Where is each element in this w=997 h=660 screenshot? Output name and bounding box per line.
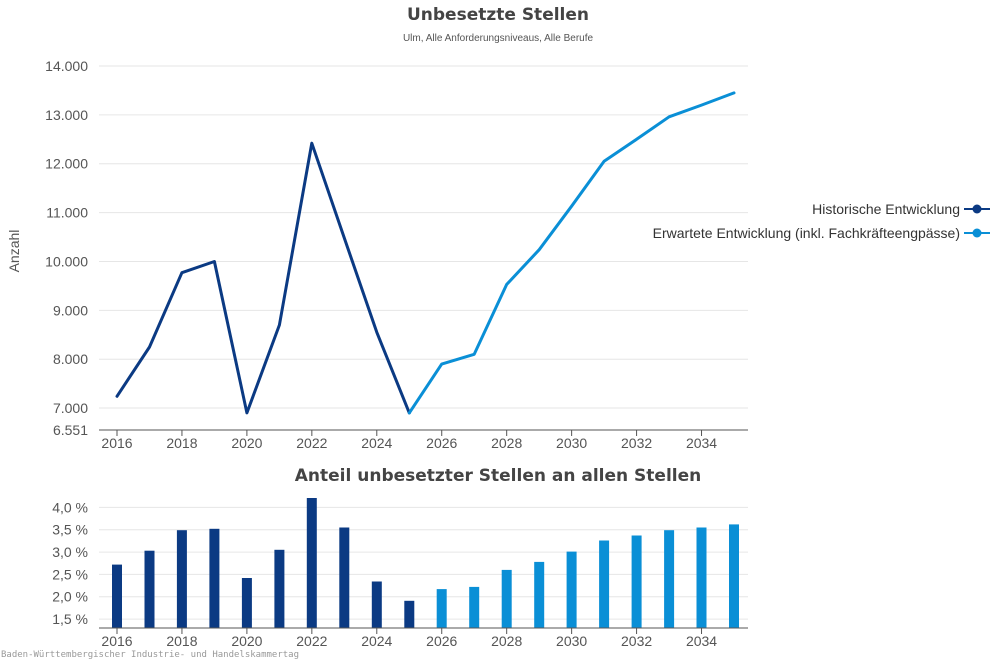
bar-historical — [274, 549, 285, 628]
bar-historical — [404, 600, 415, 628]
bar-historical — [209, 528, 220, 628]
legend-item-historical[interactable]: Historische Entwicklung — [812, 201, 990, 217]
bar-historical — [306, 498, 317, 628]
bar-x-tick-label: 2016 — [101, 633, 132, 649]
bar-historical — [339, 527, 350, 628]
legend-label-expected: Erwartete Entwicklung (inkl. Fachkräftee… — [653, 225, 960, 241]
line-chart-title: Unbesetzte Stellen — [407, 5, 589, 25]
bar-y-tick-label: 3,0 % — [52, 544, 88, 560]
bar-expected — [469, 586, 480, 628]
bar-chart-bars — [112, 498, 739, 628]
bar-historical — [371, 581, 382, 628]
bar-chart-y-ticks: 1,5 % 2,0 % 2,5 % 3,0 % 3,5 % 4,0 % — [52, 499, 88, 627]
bar-y-tick-label: 2,0 % — [52, 589, 88, 605]
bar-expected — [566, 551, 577, 628]
bar-x-tick-label: 2022 — [296, 633, 327, 649]
bar-historical — [241, 578, 252, 628]
bar-expected — [501, 569, 512, 628]
bar-expected — [696, 527, 707, 628]
bar-y-tick-label: 1,5 % — [52, 611, 88, 627]
line-series-expected — [407, 91, 736, 415]
line-x-tick-label: 2024 — [361, 435, 392, 451]
line-x-tick-label: 2020 — [231, 435, 262, 451]
bar-x-tick-label: 2032 — [621, 633, 652, 649]
line-chart-subtitle: Ulm, Alle Anforderungsniveaus, Alle Beru… — [403, 33, 594, 44]
bar-chart-title: Anteil unbesetzter Stellen an allen Stel… — [295, 466, 701, 486]
line-x-tick-label: 2018 — [166, 435, 197, 451]
line-chart-series — [115, 91, 736, 415]
line-y-tick-label: 11.000 — [46, 205, 88, 221]
bar-expected — [729, 524, 739, 628]
bar-x-tick-label: 2024 — [361, 633, 392, 649]
line-y-tick-label: 10.000 — [45, 253, 88, 269]
line-y-tick-label: 7.000 — [53, 400, 88, 416]
bar-y-tick-label: 3,5 % — [52, 522, 88, 538]
line-x-tick-label: 2032 — [621, 435, 652, 451]
legend-label-historical: Historische Entwicklung — [812, 201, 960, 217]
line-series-historical — [115, 141, 411, 415]
line-y-tick-label: 8.000 — [53, 351, 88, 367]
bar-y-tick-label: 2,5 % — [52, 566, 88, 582]
bar-expected — [631, 535, 642, 628]
legend-item-expected[interactable]: Erwartete Entwicklung (inkl. Fachkräftee… — [653, 225, 990, 241]
bar-x-tick-label: 2034 — [686, 633, 717, 649]
line-y-tick-label: 6.551 — [53, 422, 88, 438]
credit-text: Baden-Württembergischer Industrie- und H… — [1, 650, 299, 660]
line-y-tick-label: 14.000 — [45, 58, 88, 74]
line-chart-y-axis-title: Anzahl — [6, 230, 22, 273]
bar-y-tick-label: 4,0 % — [52, 499, 88, 515]
bar-x-tick-label: 2026 — [426, 633, 457, 649]
bar-x-tick-label: 2020 — [231, 633, 262, 649]
bar-expected — [534, 561, 545, 628]
legend-marker-historical — [972, 204, 982, 214]
bar-x-tick-label: 2028 — [491, 633, 522, 649]
bar-x-tick-label: 2030 — [556, 633, 587, 649]
bar-x-tick-label: 2018 — [166, 633, 197, 649]
bar-expected — [664, 530, 675, 628]
bar-chart-x-ticks: 2016 2018 2020 2022 2024 2026 2028 2030 2032 2034 — [101, 628, 717, 649]
line-chart-gridlines — [99, 65, 748, 409]
line-x-tick-label: 2022 — [296, 435, 327, 451]
line-x-tick-label: 2028 — [491, 435, 522, 451]
legend-marker-expected — [972, 228, 982, 238]
bar-chart-gridlines — [99, 506, 748, 620]
bar-expected — [599, 540, 610, 628]
bar-historical — [112, 564, 122, 628]
bar-historical — [144, 550, 155, 628]
bar-historical — [176, 530, 187, 628]
line-x-tick-label: 2026 — [426, 435, 457, 451]
line-x-tick-label: 2034 — [686, 435, 717, 451]
line-x-tick-label: 2030 — [556, 435, 587, 451]
bar-expected — [436, 589, 447, 628]
line-chart-x-ticks: 2016 2018 2020 2022 2024 2026 2028 2030 2032 2034 — [101, 430, 717, 451]
line-x-tick-label: 2016 — [101, 435, 132, 451]
line-y-tick-label: 12.000 — [45, 156, 88, 172]
line-y-tick-label: 9.000 — [53, 302, 88, 318]
legend: Historische Entwicklung Erwartete Entwic… — [653, 201, 990, 241]
line-y-tick-label: 13.000 — [45, 107, 88, 123]
line-chart-y-ticks: 6.551 7.000 8.000 9.000 10.000 11.000 12.000 13… — [45, 58, 88, 438]
